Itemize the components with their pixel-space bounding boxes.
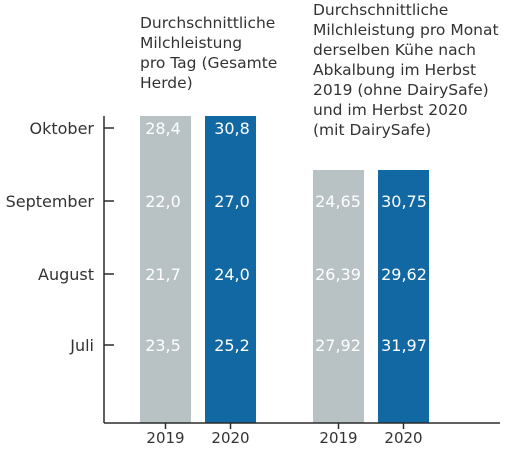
data-label: 24,0 [214,265,250,284]
y-tick-label: September [6,192,95,211]
y-tick-label: Oktober [30,119,95,138]
y-tick-label: Juli [69,336,94,355]
data-label: 27,92 [315,336,361,355]
y-tick-label: August [38,265,94,284]
data-label: 30,75 [381,192,427,211]
data-label: 23,5 [145,336,181,355]
data-label: 22,0 [145,192,181,211]
data-label: 28,4 [145,119,181,138]
chart-1-bar-2019 [140,116,191,423]
x-tick-label: 2020 [384,429,422,447]
x-tick-label: 2020 [211,429,249,447]
chart-2-bar-2019 [313,170,364,423]
chart-2-bar-2020 [378,170,429,423]
data-label: 30,8 [214,119,250,138]
data-label: 27,0 [214,192,250,211]
chart-1-bar-2020 [205,116,256,423]
x-tick-label: 2019 [319,429,357,447]
data-label: 25,2 [214,336,250,355]
chart-1-title: Durchschnittliche Milchleistung pro Tag … [140,14,278,92]
data-label: 26,39 [315,265,361,284]
chart-2-title: Durchschnittliche Milchleistung pro Mona… [313,1,499,139]
data-label: 24,65 [315,192,361,211]
x-tick-label: 2019 [146,429,184,447]
data-label: 21,7 [145,265,181,284]
data-label: 31,97 [381,336,427,355]
data-label: 29,62 [381,265,427,284]
